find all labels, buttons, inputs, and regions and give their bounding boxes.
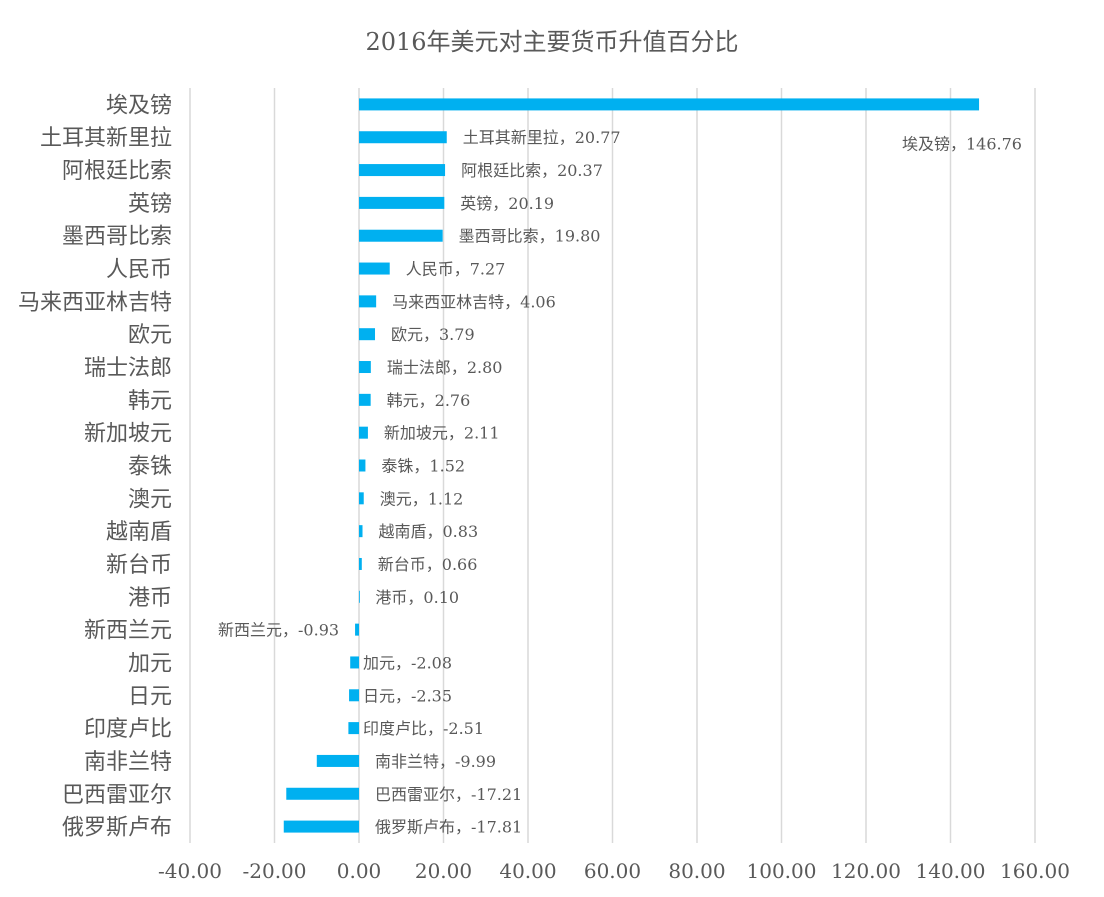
x-tick-label: -20.00 <box>242 859 306 883</box>
bar <box>283 820 359 833</box>
data-label: 澳元，1.12 <box>380 489 464 508</box>
category-label: 新西兰元 <box>84 619 172 644</box>
chart-title: 2016年美元对主要货币升值百分比 <box>365 28 739 56</box>
category-label: 欧元 <box>128 323 172 348</box>
data-label: 南非兰特，-9.99 <box>375 752 496 771</box>
bar <box>359 262 390 275</box>
bar <box>359 590 360 603</box>
bar <box>350 656 359 669</box>
data-label: 人民币，7.27 <box>406 260 506 279</box>
x-tick-label: 40.00 <box>499 859 556 883</box>
data-label: 加元，-2.08 <box>363 653 452 672</box>
bar <box>316 754 359 767</box>
bar <box>359 393 371 406</box>
category-label: 港币 <box>128 586 172 611</box>
bar <box>359 328 376 341</box>
bar <box>359 196 445 209</box>
data-label: 阿根廷比索，20.37 <box>461 161 603 180</box>
category-label: 新加坡元 <box>84 422 172 447</box>
x-tick-label: 100.00 <box>747 859 817 883</box>
data-label: 英镑，20.19 <box>460 194 554 213</box>
x-tick-label: 60.00 <box>584 859 641 883</box>
data-label: 日元，-2.35 <box>363 686 452 705</box>
data-label: 泰铢，1.52 <box>381 457 465 476</box>
data-label: 印度卢比，-2.51 <box>363 719 484 738</box>
x-tick-label: 140.00 <box>916 859 986 883</box>
data-label: 瑞士法郎，2.80 <box>387 358 503 377</box>
category-label: 阿根廷比索 <box>62 159 172 184</box>
data-label: 越南盾，0.83 <box>379 522 479 541</box>
bar <box>359 229 443 242</box>
bar <box>349 689 359 702</box>
bar <box>359 525 363 538</box>
bar <box>359 492 364 505</box>
category-label: 新台币 <box>106 553 172 578</box>
x-tick-label: 160.00 <box>1000 859 1070 883</box>
bar <box>355 623 359 636</box>
category-label: 埃及镑 <box>106 93 172 118</box>
bar <box>359 295 377 308</box>
category-label: 巴西雷亚尔 <box>62 783 172 808</box>
data-label: 新加坡元，2.11 <box>384 424 500 443</box>
category-label: 南非兰特 <box>84 750 172 775</box>
category-label: 加元 <box>128 651 172 676</box>
bar <box>348 722 359 735</box>
category-label: 越南盾 <box>106 520 172 545</box>
x-tick-label: 0.00 <box>337 859 382 883</box>
category-label: 瑞士法郎 <box>84 356 172 381</box>
bar <box>359 361 371 374</box>
x-tick-label: 20.00 <box>415 859 472 883</box>
data-label: 新西兰元，-0.93 <box>218 621 339 640</box>
category-label: 韩元 <box>128 389 172 414</box>
bar <box>359 164 446 177</box>
data-label: 墨西哥比索，19.80 <box>459 227 601 246</box>
category-label: 马来西亚林吉特 <box>18 290 172 315</box>
x-tick-label: 120.00 <box>831 859 901 883</box>
category-label: 澳元 <box>128 487 172 512</box>
x-tick-label: -40.00 <box>158 859 222 883</box>
bar <box>359 131 447 144</box>
bar <box>359 557 362 570</box>
bar <box>286 787 359 800</box>
category-label: 俄罗斯卢布 <box>62 816 172 841</box>
data-label: 马来西亚林吉特，4.06 <box>392 292 556 311</box>
category-label: 土耳其新里拉 <box>40 126 172 151</box>
data-label: 新台币，0.66 <box>378 555 478 574</box>
data-label: 俄罗斯卢布，-17.81 <box>375 818 522 837</box>
x-tick-label: 80.00 <box>668 859 725 883</box>
data-label: 巴西雷亚尔，-17.21 <box>375 785 522 804</box>
data-label: 港币，0.10 <box>375 588 459 607</box>
data-label: 韩元，2.76 <box>387 391 471 410</box>
bar <box>359 98 980 111</box>
category-label: 英镑 <box>128 192 172 217</box>
category-label: 印度卢比 <box>84 717 172 742</box>
bar <box>359 459 366 472</box>
category-label: 泰铢 <box>128 455 172 480</box>
data-label: 欧元，3.79 <box>391 325 475 344</box>
category-label: 人民币 <box>106 258 172 283</box>
bar <box>359 426 368 439</box>
category-label: 日元 <box>128 684 172 709</box>
data-label: 土耳其新里拉，20.77 <box>463 128 621 147</box>
data-label: 埃及镑，146.76 <box>902 134 1022 153</box>
category-label: 墨西哥比索 <box>62 225 172 250</box>
